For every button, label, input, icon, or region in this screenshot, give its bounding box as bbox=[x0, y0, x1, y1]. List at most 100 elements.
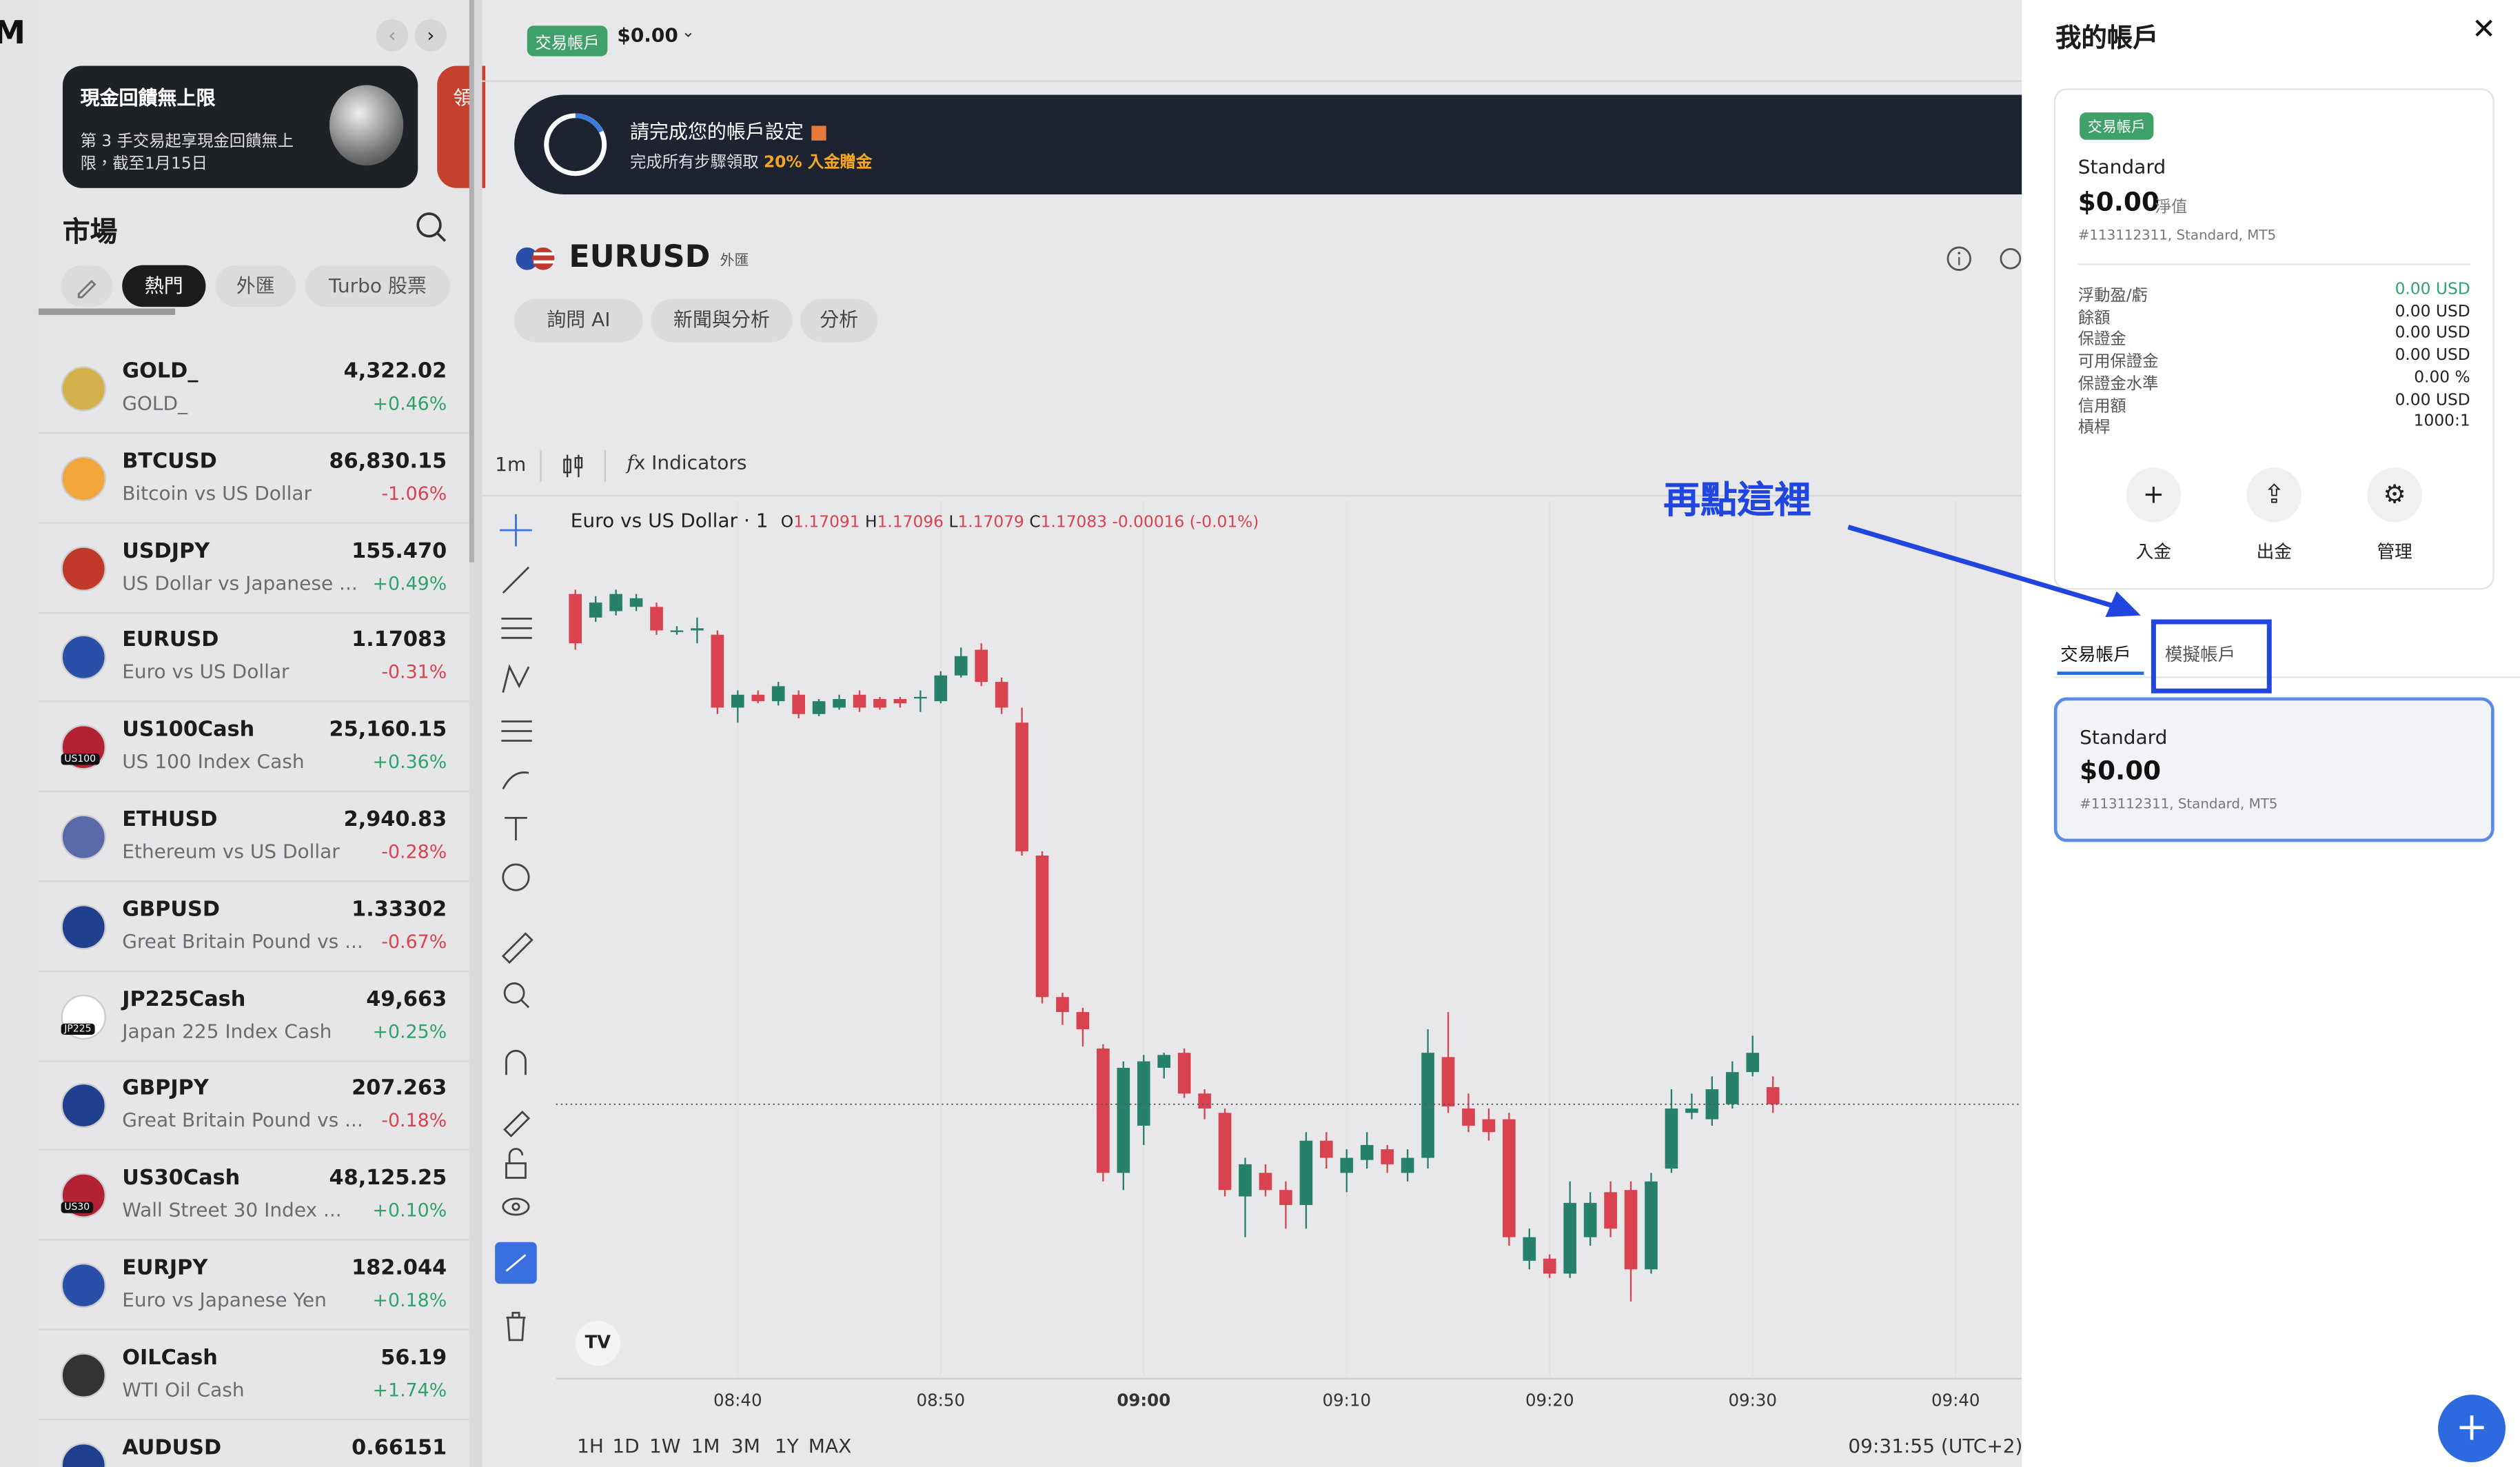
instrument-symbol: AUDUSD bbox=[122, 1435, 222, 1460]
pattern-tool[interactable] bbox=[502, 664, 530, 693]
account-row: 保證金 0.00 USD bbox=[2078, 325, 2470, 350]
candle-body bbox=[873, 699, 886, 708]
instrument-symbol: EURUSD bbox=[122, 629, 219, 654]
account-info: #113112311, Standard, MT5 bbox=[2077, 227, 2277, 245]
action-icon[interactable]: ⇪ bbox=[2246, 467, 2301, 523]
instrument-row[interactable]: OILCash WTI Oil Cash 56.19 +1.74% bbox=[38, 1330, 469, 1420]
range-button[interactable]: 1D bbox=[612, 1435, 640, 1458]
clock: 09:31:55 (UTC+2) bbox=[1848, 1435, 2023, 1458]
range-button[interactable]: 3M bbox=[731, 1435, 760, 1458]
candle-body bbox=[711, 634, 724, 708]
market-tab[interactable]: 外匯 bbox=[215, 265, 296, 307]
symbol-button[interactable]: 詢問 AI bbox=[514, 299, 643, 343]
symbol-category: 外匯 bbox=[720, 254, 749, 270]
scroll-indicator bbox=[38, 308, 176, 315]
range-button[interactable]: 1H bbox=[577, 1435, 604, 1458]
tab[interactable]: 交易帳戶 bbox=[2060, 644, 2131, 665]
action-label[interactable]: 管理 bbox=[2377, 541, 2412, 563]
instrument-row[interactable]: US30 US30Cash Wall Street 30 Index ... 48,1… bbox=[38, 1151, 469, 1241]
setup-banner[interactable]: 請完成您的帳戶設定 ■ 完成所有步驟領取 20% 入金贈金 bbox=[514, 94, 2057, 195]
instrument-symbol: JP225Cash bbox=[122, 987, 246, 1012]
search-icon[interactable] bbox=[413, 209, 448, 244]
tabs-divider bbox=[2053, 676, 2520, 678]
candle-type-icon[interactable] bbox=[561, 452, 587, 480]
range-button[interactable]: 1M bbox=[691, 1435, 720, 1458]
x-tick-label: 09:10 bbox=[1323, 1390, 1372, 1410]
instrument-price: 48,125.25 bbox=[329, 1166, 447, 1191]
candle-body bbox=[691, 628, 704, 631]
candle-body bbox=[1218, 1113, 1232, 1191]
instrument-row[interactable]: EURJPY Euro vs Japanese Yen 182.044 +0.18% bbox=[38, 1240, 469, 1331]
instrument-row[interactable]: ETHUSD Ethereum vs US Dollar 2,940.83 -0.28… bbox=[38, 792, 469, 882]
instrument-row[interactable]: AUDUSD 0.66151 bbox=[39, 1419, 469, 1467]
account-row: 浮動盈/虧 0.00 USD bbox=[2078, 281, 2470, 305]
row-value: 0.00 USD bbox=[2395, 303, 2470, 321]
market-tab[interactable]: 熱門 bbox=[122, 265, 206, 307]
action-label[interactable]: 出金 bbox=[2256, 541, 2292, 563]
legend-change: -0.00016 (-0.01%) bbox=[1112, 514, 1259, 532]
splitter bbox=[469, 0, 482, 1467]
instrument-badge: JP225 bbox=[61, 1022, 95, 1035]
app-rail: M bbox=[0, 0, 39, 1467]
instrument-row[interactable]: US100 US100Cash US 100 Index Cash 25,160.15… bbox=[38, 702, 469, 793]
market-tab[interactable]: Turbo 股票 bbox=[305, 265, 450, 307]
close-button[interactable]: ✕ bbox=[2472, 12, 2497, 47]
balance[interactable]: $0.00 bbox=[617, 23, 678, 47]
instrument-row[interactable]: GBPJPY Great Britain Pound vs ... 207.263 -… bbox=[38, 1061, 469, 1151]
emoji-tool[interactable] bbox=[502, 863, 530, 891]
crosshair-tool[interactable] bbox=[500, 514, 532, 547]
brush-tool[interactable] bbox=[502, 771, 529, 790]
instrument-icon bbox=[61, 1262, 106, 1308]
ruler-tool[interactable] bbox=[501, 932, 534, 964]
candle-body bbox=[1705, 1089, 1719, 1120]
prev-button[interactable]: ‹ bbox=[376, 19, 409, 52]
lock-drawing-tool[interactable] bbox=[503, 1110, 531, 1137]
instrument-row[interactable]: EURUSD Euro vs US Dollar 1.17083 -0.31% bbox=[38, 613, 469, 703]
action-label[interactable]: 入金 bbox=[2135, 541, 2172, 563]
dropdown-icon[interactable]: ⌄ bbox=[681, 23, 695, 42]
magnet-tool[interactable] bbox=[505, 1050, 527, 1075]
projection-tool[interactable] bbox=[501, 720, 532, 742]
delete-tool[interactable] bbox=[506, 1311, 526, 1342]
promo-card[interactable]: 現金回饋無上限 第 3 手交易起享現金回饋無上 限，截至1月15日 bbox=[62, 65, 418, 188]
account-row: 餘額 0.00 USD bbox=[2078, 303, 2470, 327]
row-value: 0.00 USD bbox=[2395, 347, 2470, 365]
visibility-tool[interactable] bbox=[502, 1197, 530, 1216]
fib-tool[interactable] bbox=[501, 617, 532, 639]
indicators-button[interactable]: fx Indicators bbox=[627, 451, 747, 474]
next-button[interactable]: › bbox=[414, 19, 447, 52]
legend-low: 1.17079 bbox=[957, 514, 1024, 532]
header-icons[interactable] bbox=[1944, 244, 2022, 276]
symbol-button[interactable]: 新聞與分析 bbox=[651, 299, 793, 343]
instrument-price: 182.044 bbox=[352, 1256, 447, 1281]
add-button[interactable]: + bbox=[2438, 1395, 2506, 1463]
instrument-row[interactable]: BTCUSD Bitcoin vs US Dollar 86,830.15 -1.06… bbox=[38, 434, 469, 524]
tab[interactable]: 模擬帳戶 bbox=[2164, 644, 2236, 665]
range-button[interactable]: MAX bbox=[808, 1435, 852, 1458]
interval-button[interactable]: 1m bbox=[495, 453, 527, 476]
candle-body bbox=[1299, 1140, 1313, 1205]
line-tool[interactable] bbox=[502, 566, 530, 594]
range-button[interactable]: 1Y bbox=[774, 1435, 799, 1458]
instrument-price: 4,322.02 bbox=[343, 360, 447, 385]
action-icon[interactable]: ⚙ bbox=[2367, 467, 2422, 523]
instrument-name: Great Britain Pound vs ... bbox=[122, 1109, 363, 1132]
symbol-button[interactable]: 分析 bbox=[800, 299, 878, 343]
instrument-symbol: US100Cash bbox=[122, 718, 255, 743]
instrument-price: 0.66151 bbox=[352, 1435, 447, 1460]
instrument-row[interactable]: USDJPY US Dollar vs Japanese ... 155.470 +0… bbox=[38, 523, 469, 614]
zoom-tool[interactable] bbox=[503, 982, 530, 1009]
range-button[interactable]: 1W bbox=[649, 1435, 681, 1458]
text-tool[interactable] bbox=[505, 816, 527, 840]
row-value: 0.00 USD bbox=[2395, 391, 2470, 409]
instrument-price: 207.263 bbox=[352, 1077, 447, 1102]
account-tile[interactable]: Standard $0.00 #113112311, Standard, MT5 bbox=[2053, 697, 2494, 842]
instrument-row[interactable]: GOLD_ GOLD_ 4,322.02 +0.46% bbox=[38, 344, 469, 434]
instrument-row[interactable]: GBPUSD Great Britain Pound vs ... 1.33302 -… bbox=[38, 882, 469, 972]
instrument-row[interactable]: JP225 JP225Cash Japan 225 Index Cash 49,663… bbox=[38, 971, 469, 1062]
action-icon[interactable]: + bbox=[2126, 467, 2182, 523]
edit-button[interactable] bbox=[61, 265, 113, 307]
lock-tool[interactable] bbox=[505, 1148, 527, 1179]
instrument-change: -0.31% bbox=[381, 660, 447, 684]
